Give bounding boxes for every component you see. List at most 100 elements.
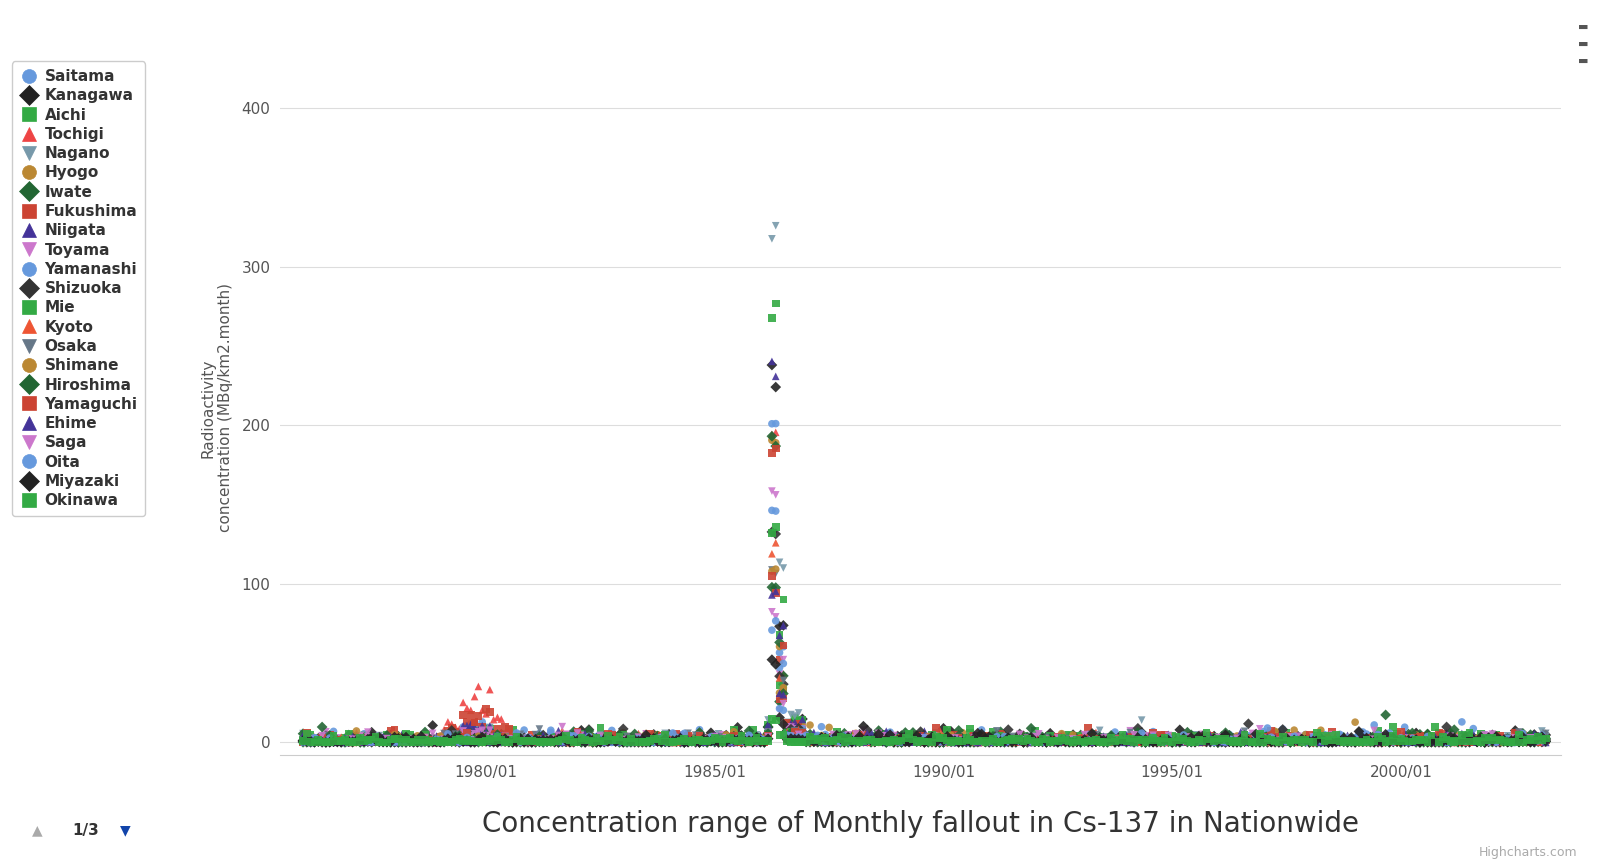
Point xyxy=(728,732,754,746)
Point xyxy=(568,731,594,745)
Point xyxy=(400,733,426,746)
Point xyxy=(599,729,624,743)
Point xyxy=(935,731,961,745)
Point xyxy=(1231,733,1257,747)
Point xyxy=(1026,734,1052,748)
Point xyxy=(1060,733,1085,747)
Point xyxy=(634,735,660,749)
Point xyxy=(1140,735,1166,749)
Point xyxy=(855,733,881,746)
Point xyxy=(831,734,857,748)
Point xyxy=(660,727,685,741)
Point xyxy=(637,733,663,747)
Point xyxy=(1186,733,1212,746)
Point xyxy=(844,734,869,748)
Point xyxy=(530,735,556,749)
Point xyxy=(1137,734,1162,748)
Point xyxy=(1084,734,1109,748)
Point xyxy=(1034,735,1060,749)
Point xyxy=(637,735,663,749)
Point xyxy=(1281,734,1306,748)
Point xyxy=(781,715,807,729)
Point xyxy=(809,735,834,749)
Point xyxy=(1346,734,1372,748)
Point xyxy=(1468,735,1494,749)
Point xyxy=(1430,733,1455,746)
Point xyxy=(306,735,331,749)
Point xyxy=(331,732,357,746)
Point xyxy=(572,735,597,749)
Point xyxy=(706,733,732,746)
Point xyxy=(1297,734,1322,748)
Point xyxy=(1076,731,1101,745)
Point xyxy=(1484,733,1510,747)
Point xyxy=(508,735,533,749)
Point xyxy=(1446,735,1471,749)
Point xyxy=(1270,735,1295,749)
Point xyxy=(1521,729,1547,743)
Point xyxy=(455,735,480,749)
Point xyxy=(996,731,1021,745)
Point xyxy=(604,735,629,749)
Point xyxy=(786,720,812,734)
Point xyxy=(740,732,765,746)
Point xyxy=(1087,732,1113,746)
Point xyxy=(714,733,740,747)
Point xyxy=(1209,732,1234,746)
Point xyxy=(919,733,945,746)
Point xyxy=(831,735,857,749)
Point xyxy=(546,724,572,738)
Point xyxy=(717,734,743,748)
Point xyxy=(439,734,464,748)
Point xyxy=(1452,734,1478,748)
Point xyxy=(1198,734,1223,748)
Point xyxy=(363,730,389,744)
Point xyxy=(363,733,389,746)
Point xyxy=(424,735,450,749)
Point xyxy=(1175,734,1201,748)
Point xyxy=(820,733,845,746)
Point xyxy=(1206,735,1231,749)
Point xyxy=(1007,727,1033,740)
Point xyxy=(618,733,644,746)
Point xyxy=(972,733,997,747)
Point xyxy=(1041,733,1066,747)
Point xyxy=(634,728,660,742)
Point xyxy=(1079,733,1105,747)
Point xyxy=(1194,733,1220,747)
Point xyxy=(461,689,487,703)
Point xyxy=(347,732,373,746)
Point xyxy=(1018,735,1044,749)
Point xyxy=(930,721,956,735)
Point xyxy=(634,731,660,745)
Point xyxy=(858,732,884,746)
Point xyxy=(405,734,431,748)
Point xyxy=(1117,735,1143,749)
Point xyxy=(858,734,884,748)
Point xyxy=(1090,735,1116,749)
Point xyxy=(1258,734,1284,748)
Point xyxy=(1071,734,1097,748)
Point xyxy=(656,735,682,749)
Point xyxy=(847,734,873,748)
Point xyxy=(386,735,411,749)
Point xyxy=(1026,733,1052,747)
Point xyxy=(1366,727,1391,741)
Point xyxy=(1068,728,1093,742)
Point xyxy=(474,733,500,746)
Point xyxy=(985,724,1010,738)
Point xyxy=(1292,733,1318,747)
Point xyxy=(825,735,850,749)
Point xyxy=(1178,733,1204,747)
Point xyxy=(1532,730,1558,744)
Point xyxy=(1004,733,1029,746)
Point xyxy=(419,734,445,748)
Point xyxy=(314,735,339,749)
Point xyxy=(584,735,610,749)
Point xyxy=(1101,731,1127,745)
Point xyxy=(363,734,389,748)
Point xyxy=(965,733,991,747)
Point xyxy=(751,733,776,746)
Point xyxy=(969,733,994,746)
Point xyxy=(1330,733,1356,746)
